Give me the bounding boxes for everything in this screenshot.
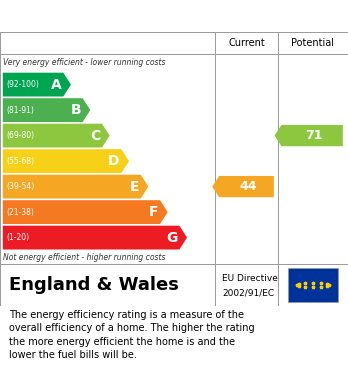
Text: (69-80): (69-80): [6, 131, 34, 140]
Text: England & Wales: England & Wales: [9, 276, 179, 294]
Text: Very energy efficient - lower running costs: Very energy efficient - lower running co…: [3, 58, 166, 67]
Text: C: C: [90, 129, 100, 143]
Bar: [288, 268, 338, 302]
Polygon shape: [3, 175, 148, 199]
Text: A: A: [51, 77, 62, 91]
Text: Energy Efficiency Rating: Energy Efficiency Rating: [9, 9, 219, 23]
Text: E: E: [129, 179, 139, 194]
Text: (81-91): (81-91): [6, 106, 34, 115]
Text: Current: Current: [228, 38, 265, 48]
Polygon shape: [3, 226, 187, 249]
Text: D: D: [108, 154, 120, 168]
Polygon shape: [212, 176, 274, 197]
Text: 71: 71: [305, 129, 323, 142]
Polygon shape: [3, 98, 90, 122]
Polygon shape: [3, 200, 168, 224]
Text: Not energy efficient - higher running costs: Not energy efficient - higher running co…: [3, 253, 166, 262]
Text: (92-100): (92-100): [6, 80, 39, 89]
Text: EU Directive: EU Directive: [222, 274, 278, 283]
Text: 44: 44: [239, 180, 257, 193]
Text: The energy efficiency rating is a measure of the
overall efficiency of a home. T: The energy efficiency rating is a measur…: [9, 310, 254, 360]
Polygon shape: [3, 124, 110, 147]
Text: G: G: [166, 231, 177, 245]
Text: 2002/91/EC: 2002/91/EC: [222, 289, 274, 298]
Polygon shape: [275, 125, 343, 146]
Polygon shape: [3, 73, 71, 97]
Polygon shape: [3, 149, 129, 173]
Text: F: F: [149, 205, 158, 219]
Text: (55-68): (55-68): [6, 157, 34, 166]
Text: Potential: Potential: [292, 38, 334, 48]
Text: (21-38): (21-38): [6, 208, 34, 217]
Text: (39-54): (39-54): [6, 182, 34, 191]
Text: (1-20): (1-20): [6, 233, 29, 242]
Text: B: B: [70, 103, 81, 117]
